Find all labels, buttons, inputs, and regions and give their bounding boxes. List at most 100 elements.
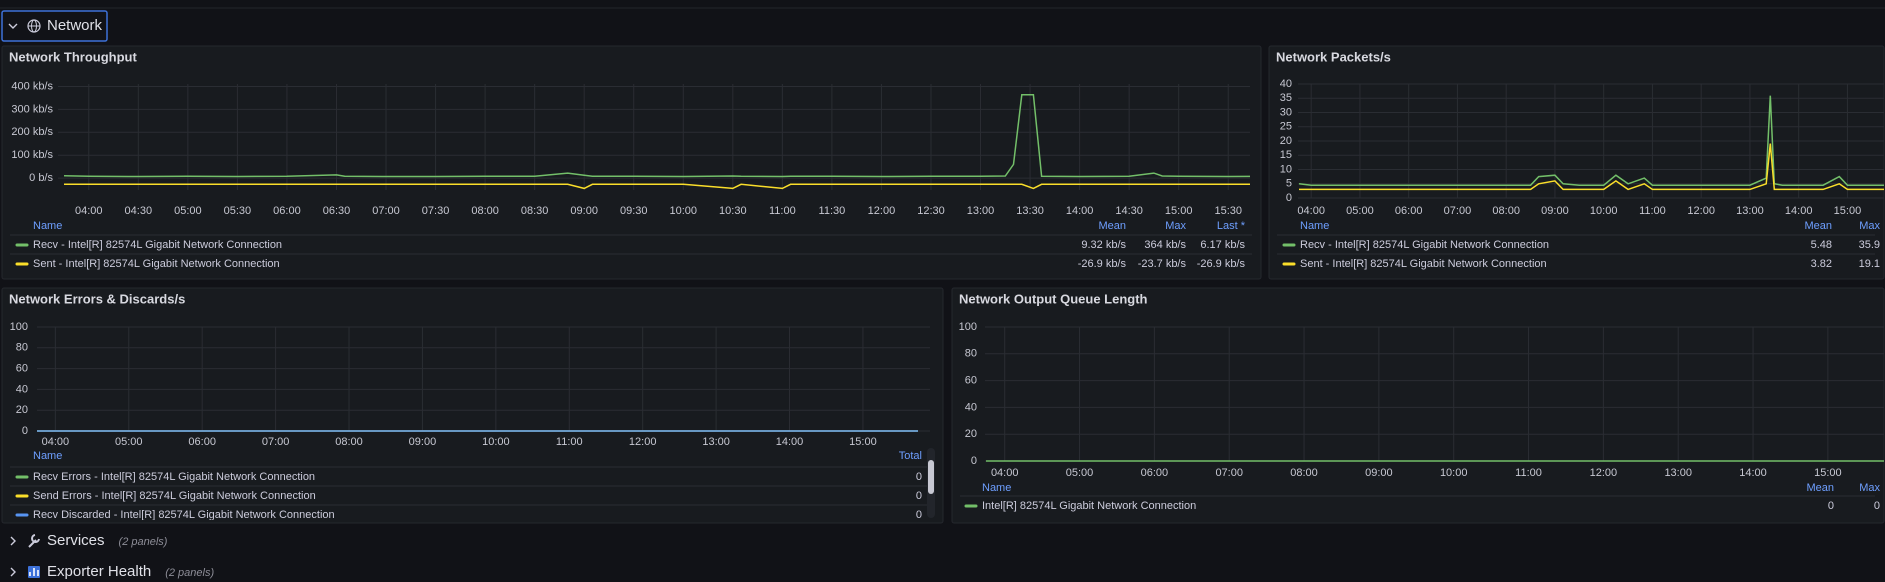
legend-header: Name bbox=[982, 482, 1011, 494]
scrollbar-thumb[interactable] bbox=[928, 460, 934, 494]
legend-name: Sent - Intel[R] 82574L Gigabit Network C… bbox=[33, 258, 280, 270]
x-tick-label: 08:00 bbox=[471, 205, 499, 217]
y-tick-label: 35 bbox=[1280, 92, 1292, 104]
x-tick-label: 11:00 bbox=[1515, 467, 1542, 479]
legend-header[interactable]: Max bbox=[1859, 482, 1880, 494]
x-tick-label: 06:00 bbox=[1141, 467, 1169, 479]
panel: Network Throughput 0 b/s 100 kb/s 200 kb/s 3… bbox=[1, 45, 1262, 280]
y-tick-label: 0 bbox=[1286, 192, 1292, 204]
legend-header: Name bbox=[33, 220, 62, 232]
x-tick-label: 05:00 bbox=[1066, 467, 1094, 479]
legend-row[interactable]: Recv Errors - Intel[R] 82574L Gigabit Ne… bbox=[15, 471, 922, 483]
legend: Name Mean Max Intel[R] 82574L Gigabit Netwo… bbox=[960, 482, 1880, 512]
y-tick-label: 5 bbox=[1286, 178, 1292, 190]
x-tick-label: 06:30 bbox=[323, 205, 351, 217]
y-tick-label: 60 bbox=[965, 375, 977, 387]
x-tick-label: 07:00 bbox=[372, 205, 400, 217]
row-header[interactable]: Exporter Health (2 panels) bbox=[10, 563, 214, 580]
x-tick-label: 05:00 bbox=[1346, 205, 1374, 217]
x-tick-label: 09:00 bbox=[409, 436, 437, 448]
x-tick-label: 08:00 bbox=[1492, 205, 1520, 217]
x-tick-label: 14:00 bbox=[1785, 205, 1813, 217]
legend-name: Recv - Intel[R] 82574L Gigabit Network C… bbox=[33, 239, 282, 251]
y-tick-label: 40 bbox=[16, 383, 28, 395]
legend-row[interactable]: Recv - Intel[R] 82574L Gigabit Network C… bbox=[15, 239, 1245, 251]
row-title: Exporter Health bbox=[47, 563, 151, 580]
legend-stat: 364 kb/s bbox=[1144, 239, 1186, 251]
row-header[interactable]: Network bbox=[1, 10, 108, 42]
legend-name: Send Errors - Intel[R] 82574L Gigabit Ne… bbox=[33, 490, 316, 502]
y-tick-label: 100 bbox=[959, 321, 977, 333]
row-note: (2 panels) bbox=[165, 567, 214, 579]
legend-row[interactable]: Sent - Intel[R] 82574L Gigabit Network C… bbox=[15, 258, 1246, 270]
series-line bbox=[1298, 95, 1884, 186]
legend-header[interactable]: Mean bbox=[1098, 220, 1126, 232]
y-tick-label: 20 bbox=[1280, 135, 1292, 147]
x-tick-label: 04:00 bbox=[75, 205, 103, 217]
x-tick-label: 14:00 bbox=[1066, 205, 1094, 217]
x-tick-label: 14:00 bbox=[776, 436, 804, 448]
legend-row[interactable]: Sent - Intel[R] 82574L Gigabit Network C… bbox=[1282, 258, 1880, 270]
x-tick-label: 13:00 bbox=[1736, 205, 1764, 217]
legend-stat: 3.82 bbox=[1811, 258, 1832, 270]
legend: Name Mean Max Last * Recv - Intel[R] 82574L … bbox=[10, 220, 1252, 270]
x-tick-label: 10:00 bbox=[670, 205, 698, 217]
y-tick-label: 200 kb/s bbox=[11, 126, 53, 138]
x-tick-label: 15:30 bbox=[1214, 205, 1242, 217]
panel-title: Network Errors & Discards/s bbox=[9, 291, 185, 306]
panel-title: Network Packets/s bbox=[1276, 49, 1391, 64]
x-tick-label: 12:00 bbox=[1687, 205, 1715, 217]
panel-frame bbox=[1, 287, 944, 524]
y-tick-label: 100 kb/s bbox=[11, 149, 53, 161]
chart-icon bbox=[29, 568, 39, 576]
y-tick-label: 25 bbox=[1280, 121, 1292, 133]
legend: Name Total Recv Errors - Intel[R] 82574L G… bbox=[10, 450, 934, 521]
legend-row[interactable]: Recv - Intel[R] 82574L Gigabit Network C… bbox=[1282, 239, 1880, 251]
y-tick-label: 80 bbox=[16, 342, 28, 354]
legend-stat: 0 bbox=[916, 471, 922, 483]
x-tick-label: 10:00 bbox=[1590, 205, 1618, 217]
x-tick-label: 13:00 bbox=[702, 436, 730, 448]
row-header[interactable]: Services (2 panels) bbox=[10, 532, 168, 549]
legend-row[interactable]: Send Errors - Intel[R] 82574L Gigabit Ne… bbox=[15, 490, 922, 502]
legend-header[interactable]: Last * bbox=[1217, 220, 1246, 232]
x-tick-label: 08:00 bbox=[335, 436, 363, 448]
series-line bbox=[63, 94, 1250, 178]
y-tick-label: 40 bbox=[965, 401, 977, 413]
legend-header[interactable]: Max bbox=[1165, 220, 1186, 232]
legend-header[interactable]: Max bbox=[1859, 220, 1880, 232]
x-tick-label: 06:00 bbox=[273, 205, 301, 217]
x-tick-label: 14:30 bbox=[1115, 205, 1143, 217]
x-tick-label: 04:00 bbox=[42, 436, 70, 448]
series-line bbox=[64, 183, 1250, 190]
panel-frame bbox=[1, 45, 1262, 280]
legend-header: Name bbox=[33, 450, 62, 462]
panel-frame bbox=[1268, 45, 1885, 280]
panel: Network Packets/s 0 5 10 15 20 25 30 35 40 04:00 05… bbox=[1268, 45, 1885, 280]
x-tick-label: 14:00 bbox=[1739, 467, 1767, 479]
x-tick-label: 07:30 bbox=[422, 205, 450, 217]
legend-header: Name bbox=[1300, 220, 1329, 232]
legend-stat: -26.9 kb/s bbox=[1197, 258, 1246, 270]
row-title: Services bbox=[47, 532, 105, 549]
x-tick-label: 15:00 bbox=[849, 436, 877, 448]
legend-header[interactable]: Total bbox=[899, 450, 922, 462]
x-tick-label: 06:00 bbox=[1395, 205, 1423, 217]
x-tick-label: 11:30 bbox=[819, 205, 846, 217]
panel: Network Errors & Discards/s 0 20 40 60 80 100 0… bbox=[1, 287, 944, 524]
legend-stat: -23.7 kb/s bbox=[1138, 258, 1187, 270]
legend-row[interactable]: Recv Discarded - Intel[R] 82574L Gigabit… bbox=[15, 509, 922, 521]
legend-name: Recv - Intel[R] 82574L Gigabit Network C… bbox=[1300, 239, 1549, 251]
y-tick-label: 0 bbox=[971, 455, 977, 467]
legend-header[interactable]: Mean bbox=[1804, 220, 1832, 232]
x-tick-label: 11:00 bbox=[1639, 205, 1666, 217]
legend-stat: 0 bbox=[1874, 500, 1880, 512]
legend-row[interactable]: Intel[R] 82574L Gigabit Network Connecti… bbox=[964, 500, 1880, 512]
x-tick-label: 11:00 bbox=[556, 436, 583, 448]
series-line bbox=[1299, 143, 1884, 191]
chevron bbox=[10, 567, 16, 577]
x-tick-label: 12:00 bbox=[1590, 467, 1618, 479]
y-tick-label: 20 bbox=[16, 404, 28, 416]
legend-header[interactable]: Mean bbox=[1806, 482, 1834, 494]
x-tick-label: 12:30 bbox=[917, 205, 945, 217]
